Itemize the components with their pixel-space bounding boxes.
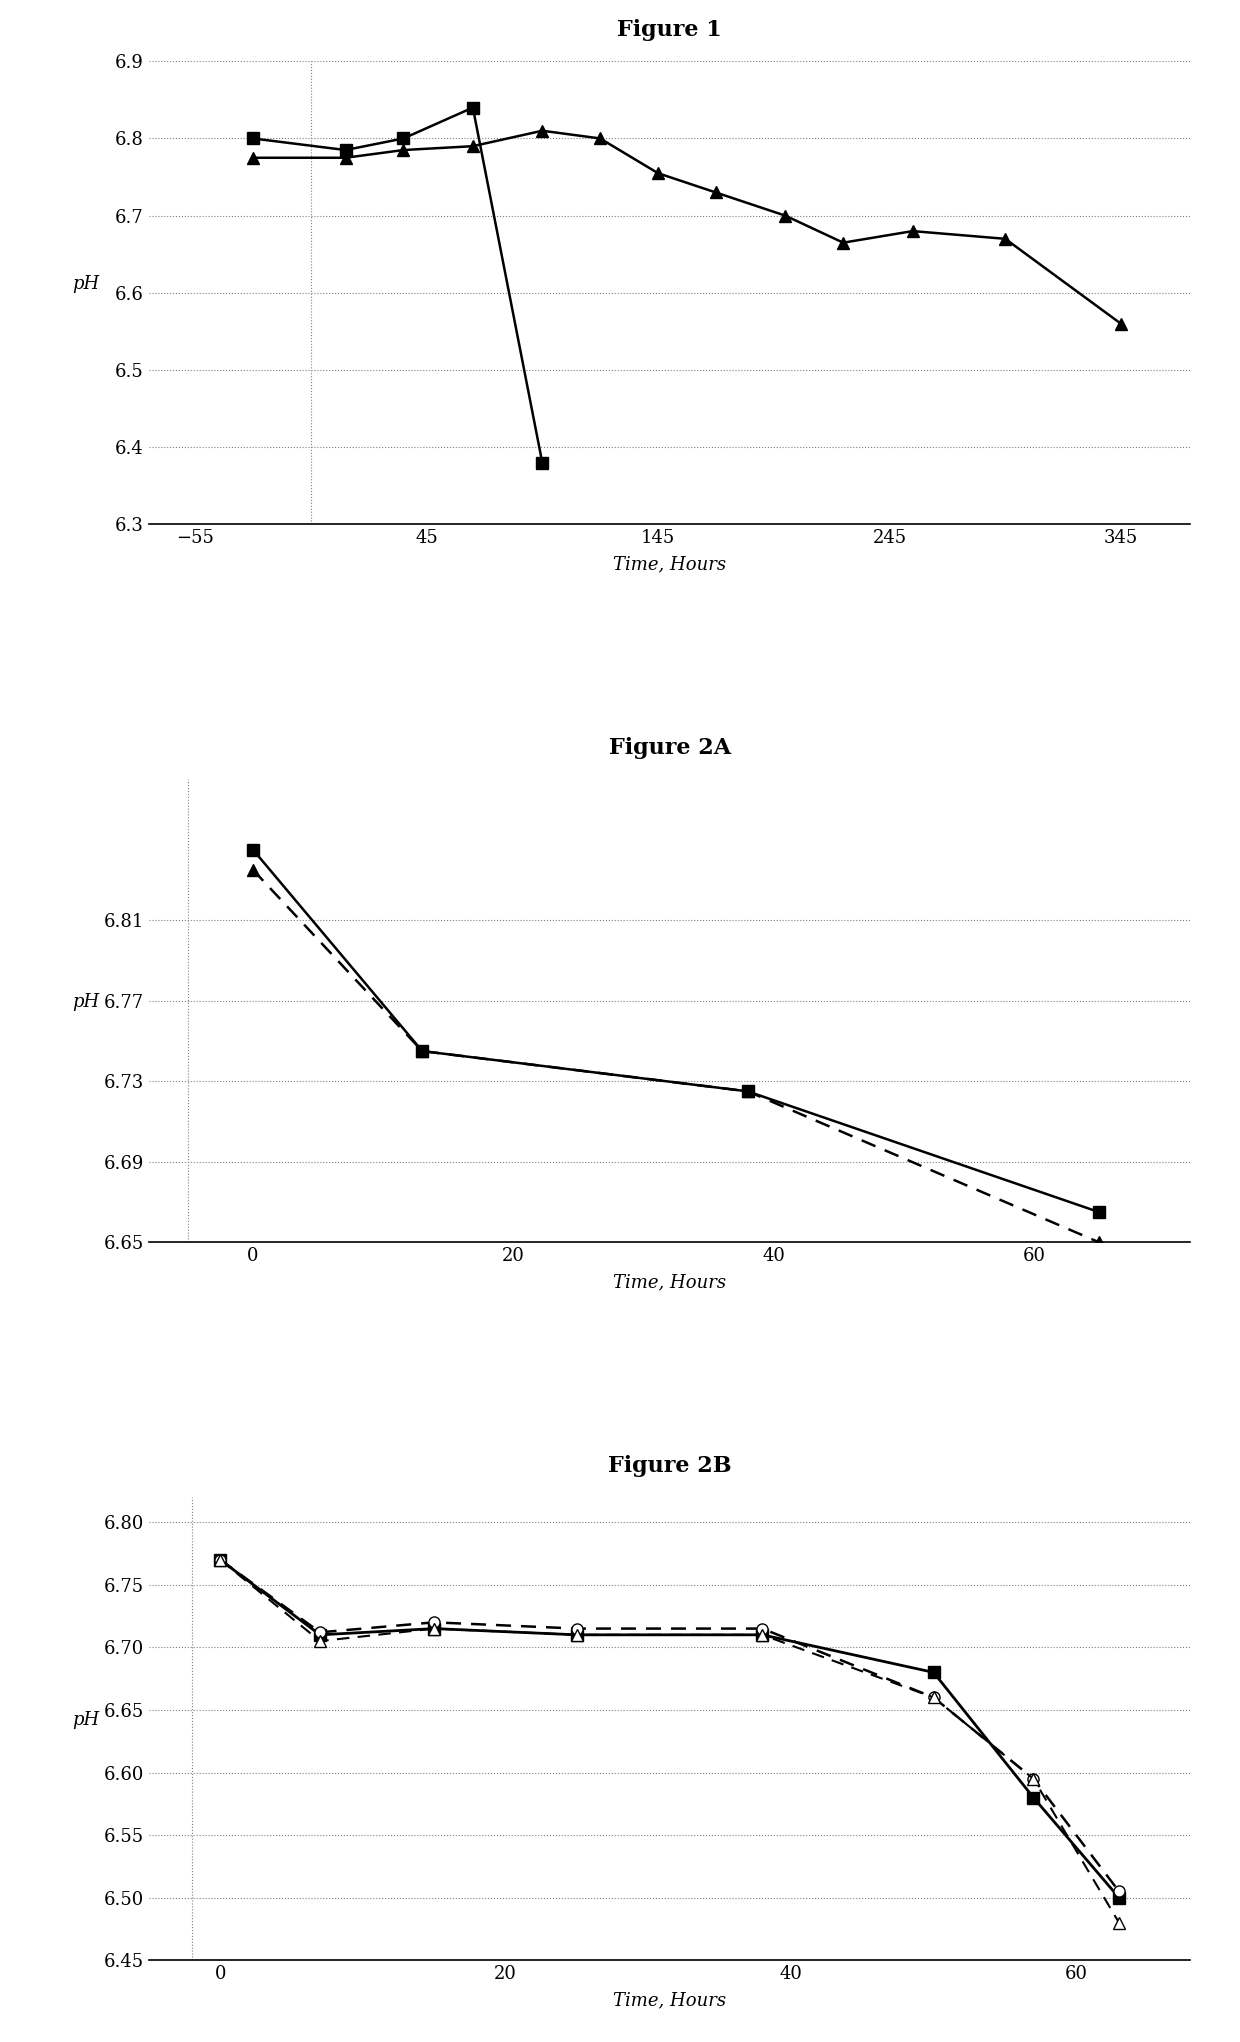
X-axis label: Time, Hours: Time, Hours	[613, 555, 727, 574]
Title: Figure 1: Figure 1	[618, 18, 722, 41]
Y-axis label: pH: pH	[73, 276, 100, 292]
X-axis label: Time, Hours: Time, Hours	[613, 1991, 727, 2009]
X-axis label: Time, Hours: Time, Hours	[613, 1274, 727, 1293]
Y-axis label: pH: pH	[73, 992, 100, 1011]
Title: Figure 2A: Figure 2A	[609, 737, 730, 760]
Y-axis label: pH: pH	[73, 1711, 100, 1730]
Title: Figure 2B: Figure 2B	[608, 1456, 732, 1476]
